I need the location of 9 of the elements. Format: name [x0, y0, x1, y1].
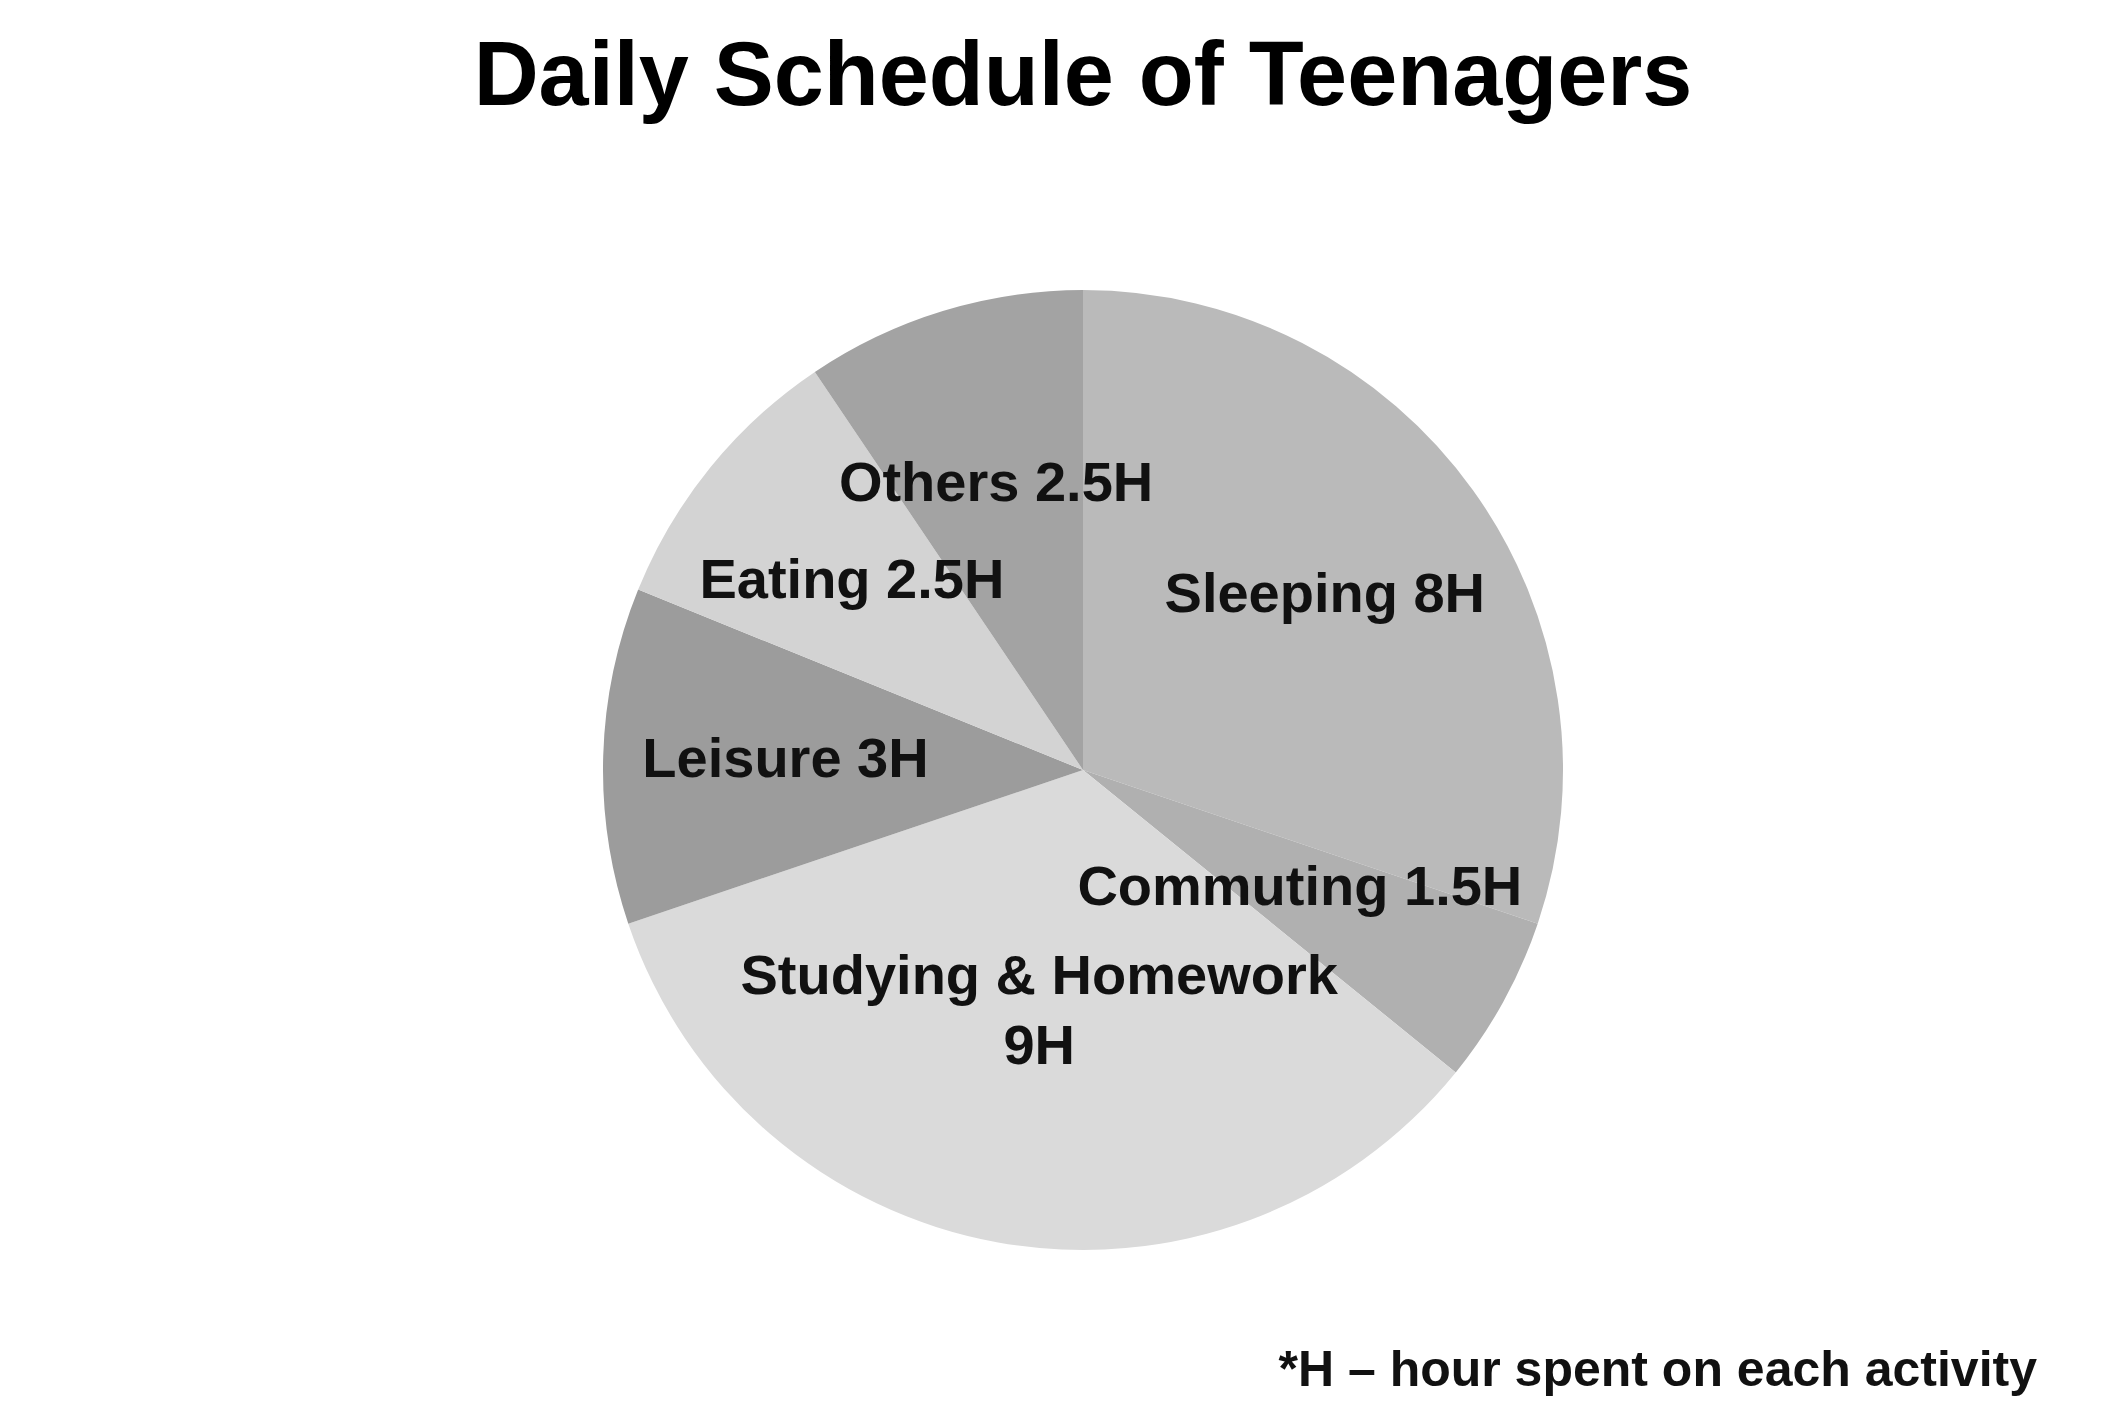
slice-label: Commuting 1.5H — [1077, 853, 1523, 917]
text: *H – hour spent on each activity — [1278, 1340, 2038, 1397]
chart-title: Daily Schedule of Teenagers — [473, 23, 1693, 124]
slice-label: Leisure 3H — [642, 725, 929, 789]
data-label: 9H — [1003, 1013, 1075, 1077]
slice-label: Sleeping 8H — [1164, 560, 1486, 624]
slice-label: Studying & Homework — [740, 943, 1339, 1007]
slice-label: Others 2.5H — [838, 449, 1154, 513]
slice-label: Eating 2.5H — [699, 546, 1005, 610]
